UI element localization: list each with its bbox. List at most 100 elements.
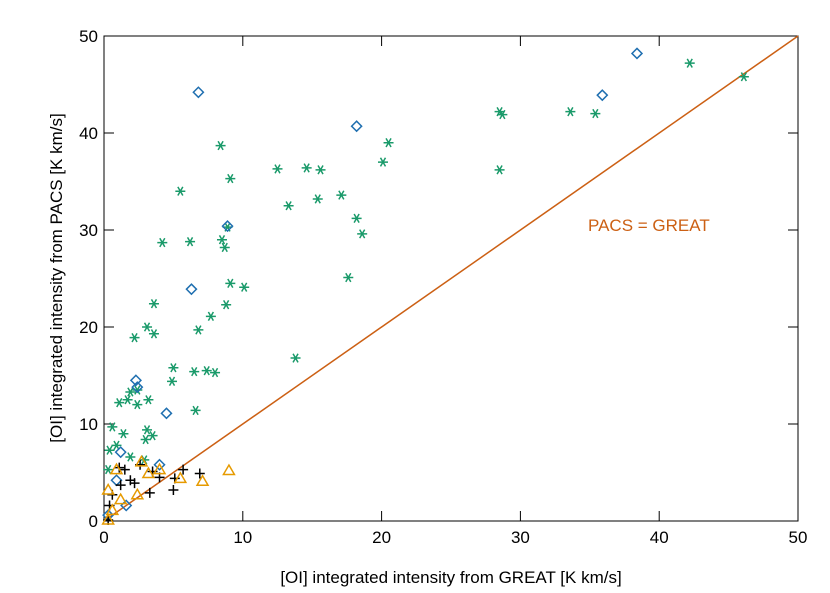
point bbox=[129, 374, 142, 387]
point bbox=[272, 164, 283, 174]
point bbox=[590, 108, 601, 119]
point bbox=[178, 464, 189, 475]
point bbox=[125, 387, 136, 397]
y-tick-label: 10 bbox=[79, 415, 98, 434]
point bbox=[190, 405, 201, 416]
point bbox=[192, 86, 205, 99]
point bbox=[193, 325, 204, 335]
point bbox=[497, 109, 508, 120]
point bbox=[119, 464, 130, 475]
point bbox=[129, 332, 140, 343]
point bbox=[216, 235, 227, 245]
point bbox=[115, 480, 126, 491]
point bbox=[167, 376, 178, 386]
y-tick-label: 50 bbox=[79, 27, 98, 46]
x-axis-label: [OI] integrated intensity from GREAT [K … bbox=[280, 568, 621, 587]
point bbox=[147, 430, 158, 441]
point bbox=[111, 440, 122, 451]
point bbox=[301, 163, 312, 173]
reference-line bbox=[103, 35, 799, 522]
y-tick-label: 30 bbox=[79, 221, 98, 240]
point bbox=[185, 236, 196, 247]
point bbox=[215, 140, 226, 151]
point bbox=[201, 365, 212, 376]
y-axis-label: [OI] integrated intensity from PACS [K k… bbox=[47, 113, 66, 442]
point bbox=[142, 425, 153, 435]
point bbox=[350, 120, 363, 133]
point bbox=[152, 462, 167, 475]
point bbox=[132, 385, 143, 395]
point bbox=[144, 487, 155, 498]
x-tick-label: 30 bbox=[511, 528, 530, 547]
point bbox=[565, 106, 576, 117]
point bbox=[205, 311, 216, 322]
point bbox=[189, 366, 200, 377]
point bbox=[343, 272, 354, 283]
point bbox=[122, 395, 133, 405]
x-tick-label: 40 bbox=[650, 528, 669, 547]
point bbox=[160, 407, 173, 420]
point bbox=[494, 165, 505, 175]
point bbox=[107, 422, 118, 432]
point bbox=[185, 283, 198, 296]
x-tick-label: 10 bbox=[233, 528, 252, 547]
point bbox=[336, 190, 347, 200]
point bbox=[132, 399, 143, 410]
point bbox=[221, 220, 234, 233]
point bbox=[103, 464, 114, 475]
point bbox=[383, 138, 394, 148]
point bbox=[114, 397, 125, 408]
point bbox=[101, 482, 115, 495]
point bbox=[131, 381, 144, 394]
point bbox=[134, 454, 149, 467]
point bbox=[105, 503, 120, 516]
plot-frame bbox=[103, 35, 799, 522]
x-tick-label: 20 bbox=[372, 528, 391, 547]
point bbox=[312, 194, 323, 204]
point bbox=[153, 458, 166, 471]
point bbox=[738, 72, 749, 82]
point bbox=[104, 445, 115, 455]
point bbox=[351, 213, 362, 224]
point bbox=[283, 201, 294, 211]
point bbox=[357, 229, 368, 239]
point bbox=[148, 329, 159, 339]
point bbox=[109, 462, 124, 475]
point bbox=[143, 395, 154, 405]
point bbox=[239, 282, 250, 292]
point bbox=[175, 186, 186, 196]
point bbox=[168, 363, 179, 373]
point bbox=[210, 367, 221, 378]
x-tick-label: 0 bbox=[99, 528, 108, 547]
point bbox=[113, 492, 128, 505]
point bbox=[129, 478, 140, 489]
point bbox=[290, 353, 301, 363]
point bbox=[140, 434, 151, 445]
point bbox=[684, 58, 695, 68]
point bbox=[101, 513, 115, 525]
y-tick-label: 40 bbox=[79, 124, 98, 143]
point bbox=[630, 47, 644, 60]
y-tick-label: 20 bbox=[79, 318, 98, 337]
point bbox=[195, 474, 210, 486]
point bbox=[173, 471, 188, 484]
point bbox=[168, 484, 179, 495]
point bbox=[142, 322, 153, 332]
y-tick-label: 0 bbox=[89, 512, 98, 531]
point bbox=[148, 299, 159, 309]
x-tick-label: 50 bbox=[789, 528, 808, 547]
point bbox=[225, 173, 236, 184]
point bbox=[222, 463, 236, 476]
point bbox=[315, 165, 326, 175]
point bbox=[219, 242, 230, 253]
point bbox=[141, 466, 156, 479]
point bbox=[221, 300, 232, 310]
point bbox=[157, 237, 168, 248]
point bbox=[118, 429, 129, 439]
point bbox=[114, 446, 127, 459]
point bbox=[377, 157, 388, 167]
point bbox=[194, 468, 205, 479]
point bbox=[125, 452, 136, 462]
point bbox=[596, 89, 609, 102]
point bbox=[130, 487, 145, 500]
